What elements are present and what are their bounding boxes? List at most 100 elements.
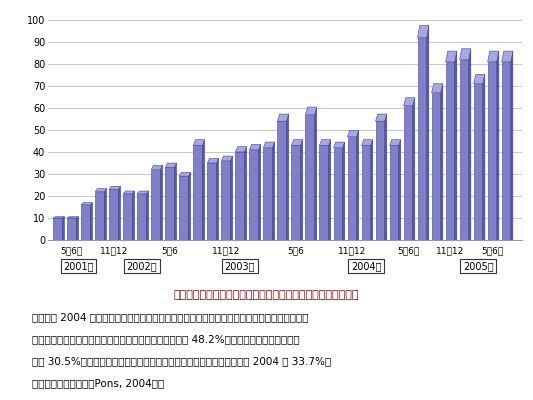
Polygon shape [230, 156, 232, 240]
Text: 2004年: 2004年 [351, 261, 381, 271]
Text: 著しい増加も示した（Pons, 2004）。: 著しい増加も示した（Pons, 2004）。 [32, 378, 164, 388]
Polygon shape [174, 163, 176, 240]
Polygon shape [301, 140, 303, 240]
Polygon shape [203, 140, 205, 240]
Bar [305, 115, 314, 240]
Polygon shape [370, 140, 373, 240]
Polygon shape [132, 191, 134, 240]
Bar [334, 148, 343, 240]
Text: 2002年: 2002年 [126, 261, 157, 271]
Text: 2003年: 2003年 [225, 261, 255, 271]
Polygon shape [287, 114, 289, 240]
Text: 図２は 2004 年スペインのコミックスの市場配分のグラフである。８０年代、９０年代に圧: 図２は 2004 年スペインのコミックスの市場配分のグラフである。８０年代、９０… [32, 312, 309, 322]
Polygon shape [390, 140, 401, 145]
Polygon shape [469, 49, 471, 240]
Polygon shape [95, 189, 107, 192]
Bar [348, 137, 357, 240]
Text: 5・6: 5・6 [288, 246, 304, 255]
Bar [432, 93, 441, 240]
Polygon shape [329, 140, 330, 240]
Polygon shape [272, 142, 274, 240]
Polygon shape [497, 51, 499, 240]
Polygon shape [259, 144, 261, 240]
Text: 5・6月: 5・6月 [397, 246, 419, 255]
Text: 図１　スペインにおけるマンガの出版状況（マンガシリーズ）: 図１ スペインにおけるマンガの出版状況（マンガシリーズ） [174, 290, 359, 300]
Polygon shape [123, 191, 134, 194]
Polygon shape [319, 140, 330, 145]
Bar [263, 148, 272, 240]
Polygon shape [474, 74, 485, 84]
Polygon shape [138, 191, 149, 194]
Polygon shape [147, 191, 149, 240]
Bar [236, 152, 245, 240]
Text: 5・6: 5・6 [161, 246, 179, 255]
Polygon shape [399, 140, 401, 240]
Bar [179, 176, 189, 240]
Polygon shape [278, 114, 289, 121]
Bar [249, 150, 259, 240]
Polygon shape [193, 140, 205, 145]
Bar [403, 106, 413, 240]
Polygon shape [427, 26, 429, 240]
Polygon shape [109, 186, 120, 190]
Text: 11・12: 11・12 [338, 246, 366, 255]
Bar [123, 194, 132, 240]
Bar [417, 38, 427, 240]
Bar [151, 170, 160, 240]
Bar [292, 145, 301, 240]
Bar [474, 84, 483, 240]
Polygon shape [385, 114, 387, 240]
Bar [53, 218, 62, 240]
Bar [109, 190, 118, 240]
Polygon shape [245, 147, 247, 240]
Polygon shape [511, 51, 513, 240]
Bar [95, 192, 104, 240]
Bar [193, 145, 203, 240]
Polygon shape [446, 51, 457, 62]
Text: ガは 30.5%も占めるようになった。さらに、日本マンガのマーケットは 2004 年 33.7%の: ガは 30.5%も占めるようになった。さらに、日本マンガのマーケットは 2004… [32, 356, 331, 366]
Polygon shape [207, 158, 219, 163]
Polygon shape [179, 172, 191, 176]
Polygon shape [455, 51, 457, 240]
Polygon shape [76, 217, 78, 240]
Polygon shape [441, 84, 443, 240]
Bar [376, 121, 385, 240]
Bar [221, 161, 230, 240]
Bar [390, 145, 399, 240]
Polygon shape [376, 114, 387, 121]
Polygon shape [81, 203, 92, 205]
Polygon shape [104, 189, 107, 240]
Polygon shape [292, 140, 303, 145]
Polygon shape [189, 172, 191, 240]
Polygon shape [348, 130, 359, 137]
Bar [361, 145, 370, 240]
Polygon shape [67, 217, 78, 218]
Polygon shape [305, 107, 317, 115]
Bar [459, 60, 469, 240]
Polygon shape [221, 156, 232, 161]
Text: 2001年: 2001年 [63, 261, 94, 271]
Polygon shape [314, 107, 317, 240]
Polygon shape [488, 51, 499, 62]
Bar [278, 121, 287, 240]
Polygon shape [91, 203, 92, 240]
Bar [502, 62, 511, 240]
Polygon shape [502, 51, 513, 62]
Text: 11・12: 11・12 [100, 246, 128, 255]
Polygon shape [343, 142, 345, 240]
Polygon shape [151, 165, 163, 170]
Polygon shape [417, 26, 429, 38]
Bar [446, 62, 455, 240]
Text: 2005年: 2005年 [463, 261, 494, 271]
Polygon shape [432, 84, 443, 93]
Bar [165, 167, 174, 240]
Polygon shape [165, 163, 176, 167]
Polygon shape [263, 142, 274, 148]
Polygon shape [403, 98, 415, 106]
Polygon shape [361, 140, 373, 145]
Polygon shape [53, 217, 64, 218]
Bar [488, 62, 497, 240]
Text: 11・12: 11・12 [436, 246, 464, 255]
Polygon shape [459, 49, 471, 60]
Bar [67, 218, 76, 240]
